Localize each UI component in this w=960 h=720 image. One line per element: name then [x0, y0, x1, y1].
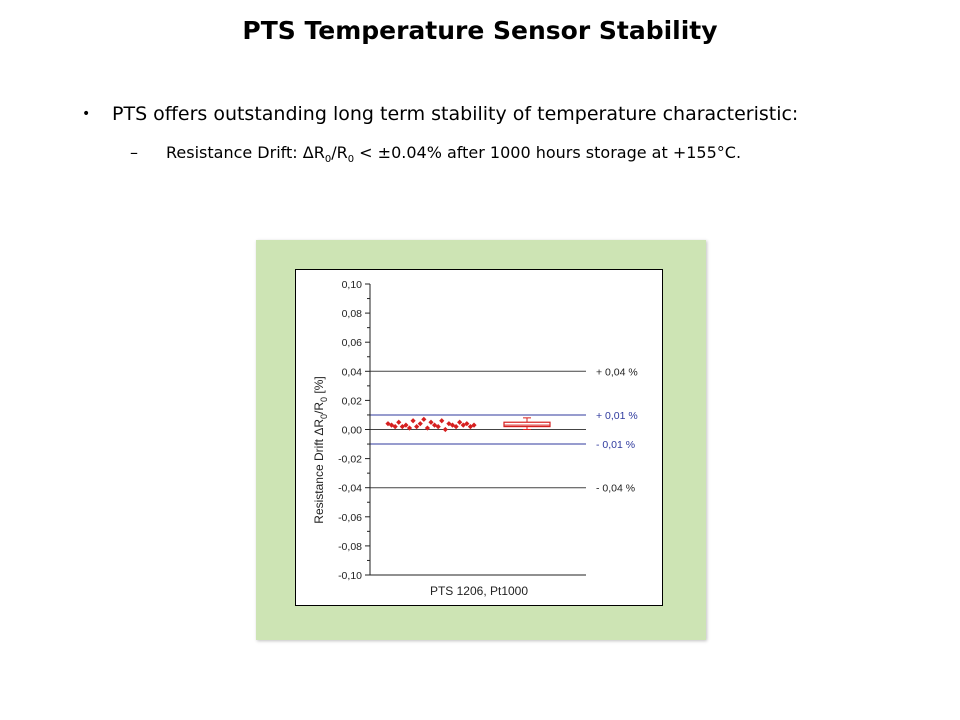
- data-point: [460, 422, 466, 428]
- dash-icon: –: [130, 143, 138, 162]
- data-point: [421, 416, 427, 422]
- data-point: [428, 419, 434, 425]
- y-tick-label: -0,04: [338, 483, 362, 495]
- y-tick-label: 0,08: [342, 308, 363, 320]
- sub-bullet-suffix: < ±0.04% after 1000 hours storage at +15…: [354, 143, 742, 162]
- x-axis-title: PTS 1206, Pt1000: [430, 584, 528, 598]
- bullet-text: PTS offers outstanding long term stabili…: [112, 103, 799, 125]
- y-axis: 0,10 0,08 0,06 0,04 0,02 0,00 -0,02 -0,04 -0,06 -…: [338, 279, 371, 582]
- y-tick-label: -0,08: [338, 541, 362, 553]
- data-point: [406, 425, 413, 431]
- y-tick-label: 0,04: [342, 366, 363, 378]
- y-tick-label: -0,10: [338, 570, 362, 582]
- reference-lines: [370, 370, 586, 489]
- chart-frame: 0,10 0,08 0,06 0,04 0,02 0,00 -0,02 -0,04 -0,06 -…: [295, 269, 663, 606]
- y-tick-label: 0,10: [342, 279, 363, 291]
- data-point: [410, 418, 416, 424]
- reference-label: + 0,04 %: [596, 366, 638, 378]
- data-point: [396, 419, 402, 425]
- y-tick-label: -0,02: [338, 454, 362, 466]
- data-point: [446, 421, 452, 427]
- data-point: [457, 419, 463, 425]
- drift-chart: 0,10 0,08 0,06 0,04 0,02 0,00 -0,02 -0,04 -0,06 -…: [312, 279, 638, 598]
- sub-bullet-subscript-1: 0: [324, 154, 332, 166]
- slide-title: PTS Temperature Sensor Stability: [242, 16, 718, 45]
- data-point: [471, 422, 477, 428]
- y-tick-label: 0,06: [342, 337, 363, 349]
- y-tick-label: 0,00: [342, 425, 363, 437]
- data-point: [442, 426, 448, 433]
- sub-bullet-item: – Resistance Drift: ΔR0/R0 < ±0.04% after…: [130, 143, 741, 165]
- box-rect: [503, 421, 551, 428]
- data-point: [414, 423, 420, 430]
- reference-label: - 0,01 %: [596, 439, 635, 451]
- sub-bullet-mid: /R: [331, 143, 348, 162]
- sub-bullet-subscript-2: 0: [347, 154, 355, 166]
- data-point: [385, 421, 391, 427]
- data-point: [417, 421, 423, 427]
- data-point: [439, 418, 445, 424]
- reference-labels: + 0,04 % + 0,01 % - 0,01 % - 0,04 %: [596, 366, 638, 494]
- bullet-item: • PTS offers outstanding long term stabil…: [82, 103, 798, 125]
- data-point: [464, 421, 470, 427]
- sub-bullet-prefix: Resistance Drift: ΔR: [166, 143, 325, 162]
- y-tick-label: 0,02: [342, 395, 363, 407]
- boxplot: [503, 417, 551, 430]
- reference-label: - 0,04 %: [596, 483, 635, 495]
- y-axis-title: Resistance Drift ΔR0/R0 [%]: [312, 376, 329, 523]
- y-tick-label: -0,06: [338, 512, 362, 524]
- reference-label: + 0,01 %: [596, 410, 638, 422]
- bullet-dot-icon: •: [82, 106, 91, 122]
